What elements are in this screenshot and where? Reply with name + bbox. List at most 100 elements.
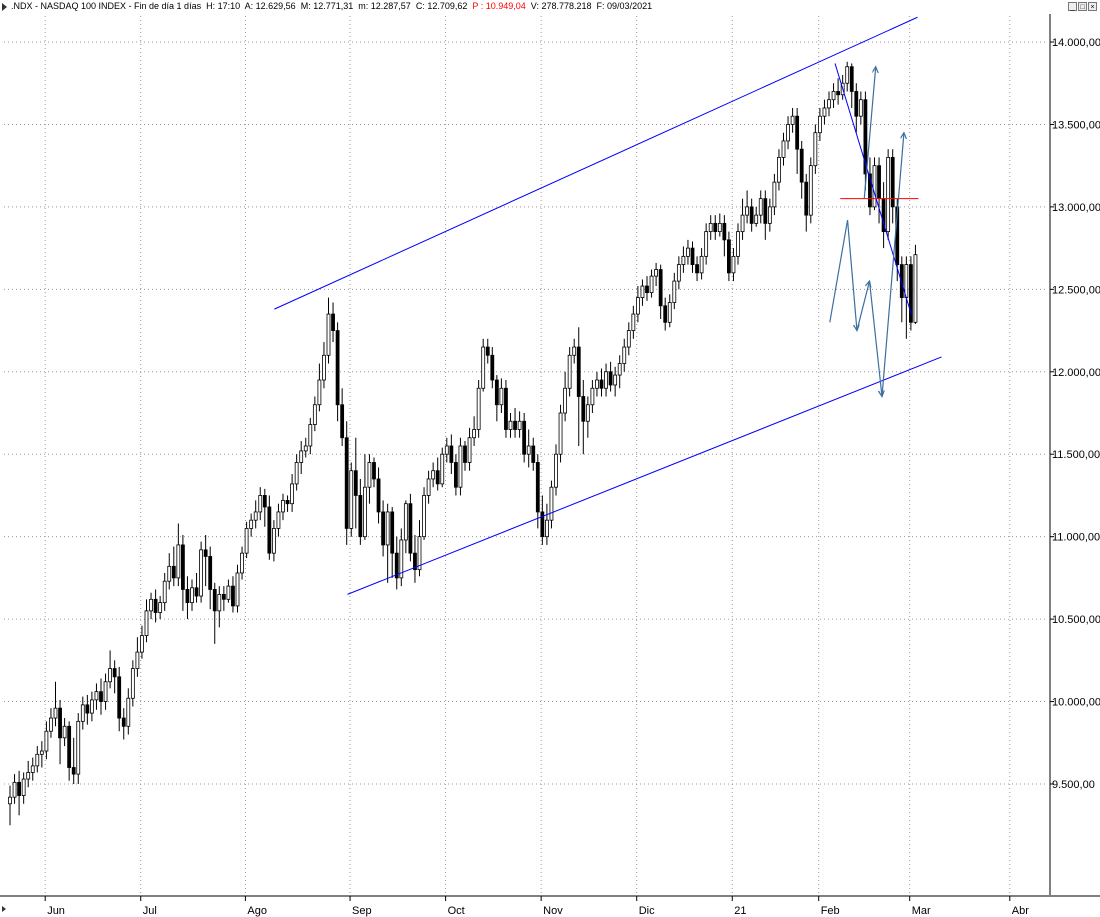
candle xyxy=(504,380,508,438)
close-button[interactable]: × xyxy=(1088,2,1097,11)
candle xyxy=(21,772,26,804)
candle-body xyxy=(672,280,677,303)
candle xyxy=(526,429,531,468)
candle-body xyxy=(130,668,135,699)
lower-channel xyxy=(347,356,942,595)
header-min: m: 12.287,57 xyxy=(358,1,411,11)
candle-body xyxy=(17,781,22,796)
candle-body xyxy=(30,765,35,773)
candle-body xyxy=(381,511,386,546)
candle-body xyxy=(353,470,358,496)
candle-body xyxy=(604,371,608,389)
candle-body xyxy=(658,269,663,307)
candle-body xyxy=(331,313,335,331)
candle xyxy=(176,523,181,587)
candle-body xyxy=(231,585,235,607)
candle xyxy=(449,434,454,475)
instrument-title: .NDX - NASDAQ 100 INDEX - Fin de día 1 d… xyxy=(11,1,202,11)
candle-body xyxy=(763,198,768,224)
candle xyxy=(276,503,281,537)
candle xyxy=(53,681,58,727)
candle-body xyxy=(576,346,581,397)
candle xyxy=(886,149,891,240)
candle xyxy=(322,342,326,389)
candle-body xyxy=(253,511,258,521)
candle xyxy=(162,572,167,611)
candle xyxy=(636,286,640,323)
candle-body xyxy=(158,602,163,613)
candle-body xyxy=(376,478,381,513)
candle xyxy=(463,441,467,471)
header-prev: P : 10.949,04 xyxy=(472,1,526,11)
candle-body xyxy=(117,676,122,719)
candle-body xyxy=(85,704,90,714)
candle-body xyxy=(390,511,395,554)
candle-body xyxy=(199,549,204,597)
candle xyxy=(381,500,386,557)
bear-arrow-down xyxy=(868,281,882,396)
candle-body xyxy=(854,91,859,117)
candle xyxy=(303,437,308,458)
candle xyxy=(467,427,472,471)
candle-body xyxy=(540,511,545,538)
candle-body xyxy=(303,445,308,452)
candle-body xyxy=(372,462,376,480)
candle-body xyxy=(463,445,467,463)
candle-body xyxy=(626,330,631,348)
candle-body xyxy=(76,720,81,775)
candle-body xyxy=(281,499,285,513)
candle xyxy=(312,396,317,432)
candle-body xyxy=(781,140,786,158)
candle xyxy=(385,503,390,583)
candle xyxy=(676,256,681,290)
candle xyxy=(403,500,408,554)
candle xyxy=(494,375,499,422)
candle xyxy=(30,757,35,781)
candle xyxy=(326,297,331,364)
x-tick-label: Ago xyxy=(247,905,267,917)
candle xyxy=(153,589,158,623)
maximize-button[interactable]: □ xyxy=(1078,2,1087,11)
upper-channel xyxy=(274,16,918,310)
candle-body xyxy=(909,264,913,323)
candle-body xyxy=(749,206,754,224)
candle-body xyxy=(831,91,836,101)
scroll-left-icon[interactable] xyxy=(2,906,6,912)
candle xyxy=(417,520,422,577)
candle xyxy=(185,576,190,620)
candle xyxy=(17,770,22,816)
candle xyxy=(331,302,335,343)
candle xyxy=(663,297,668,331)
minimize-button[interactable]: _ xyxy=(1068,2,1077,11)
candle xyxy=(508,413,513,438)
candle xyxy=(353,437,358,529)
candle-body xyxy=(135,651,140,669)
candle xyxy=(695,256,699,282)
candle xyxy=(858,91,863,125)
candle xyxy=(49,708,53,738)
candle xyxy=(76,713,81,784)
candle xyxy=(576,327,581,446)
candle-body xyxy=(827,99,831,109)
candle-body xyxy=(435,470,440,485)
candle-body xyxy=(886,157,891,233)
candle xyxy=(849,63,854,108)
candle-body xyxy=(795,115,800,150)
candle-body xyxy=(349,470,354,529)
grid xyxy=(4,16,1048,895)
candle xyxy=(790,107,795,133)
candle-body xyxy=(777,157,781,183)
chart-header: .NDX - NASDAQ 100 INDEX - Fin de día 1 d… xyxy=(0,0,1100,14)
candle-body xyxy=(58,707,62,739)
candle-body xyxy=(39,750,44,755)
candle xyxy=(80,696,85,730)
y-tick-label: 11.000,00 xyxy=(1052,532,1100,544)
candle xyxy=(135,637,140,677)
candle-body xyxy=(185,589,190,604)
candle-body xyxy=(312,404,317,425)
candle xyxy=(727,231,731,282)
candle xyxy=(26,760,31,788)
y-tick-label: 10.500,00 xyxy=(1052,614,1100,626)
candle-body xyxy=(554,453,558,488)
